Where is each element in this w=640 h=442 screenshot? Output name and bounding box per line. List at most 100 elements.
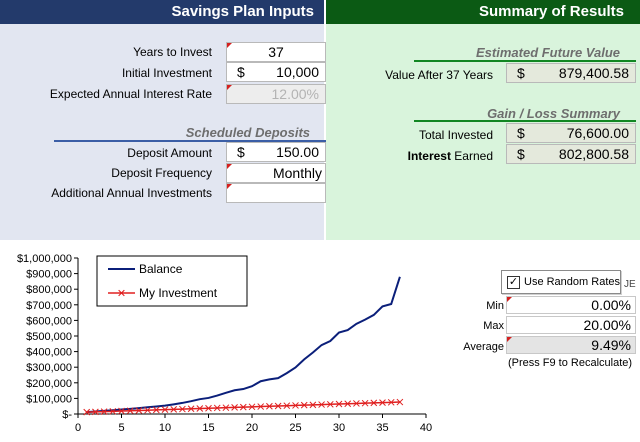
investment-point <box>205 404 212 412</box>
currency-symbol: $ <box>517 125 525 141</box>
investment-point <box>144 406 151 414</box>
total-invested-output: $ 76,600.00 <box>506 123 636 143</box>
comment-marker-icon <box>227 164 232 169</box>
recalculate-note: (Press F9 to Recalculate) <box>507 357 633 369</box>
investment-point <box>135 407 143 414</box>
random-rates-checkbox[interactable]: ✓ <box>507 276 520 289</box>
gain-loss-underline <box>414 120 636 122</box>
comment-marker-icon <box>507 337 512 342</box>
y-tick-label: $700,000 <box>26 300 72 312</box>
x-tick-label: 40 <box>420 422 432 434</box>
investment-point <box>187 405 195 413</box>
savings-chart: $- $100,000 $200,000 $300,000 $400,000 $500,0… <box>17 253 432 434</box>
investment-point <box>161 406 169 413</box>
deposit-amount-value: 150.00 <box>276 144 319 160</box>
investment-point <box>361 399 369 407</box>
x-tick-label: 35 <box>376 422 388 434</box>
y-tick-label: $300,000 <box>26 362 72 374</box>
investment-point <box>152 406 160 414</box>
y-tick-label: $600,000 <box>26 315 72 327</box>
average-rate-value: 9.49% <box>591 337 631 353</box>
investment-point <box>126 407 134 415</box>
y-tick-label: $800,000 <box>26 284 72 296</box>
average-rate-output: 9.49% <box>506 336 636 354</box>
y-tick-label: $500,000 <box>26 331 72 343</box>
random-rates-label: Use Random Rates <box>524 276 620 288</box>
investment-point <box>309 401 317 409</box>
legend-box <box>96 255 248 307</box>
balance-line <box>86 276 401 414</box>
investment-point <box>370 399 378 407</box>
interest-rate-input[interactable]: 12.00% <box>226 84 326 104</box>
y-tick-label: $1,000,000 <box>17 253 72 265</box>
total-invested-value: 76,600.00 <box>566 125 629 141</box>
inputs-header: Savings Plan Inputs <box>0 0 324 24</box>
investment-point <box>318 401 325 408</box>
investment-point <box>179 405 186 413</box>
interest-label-rest: Earned <box>450 149 493 163</box>
x-tick-label: 15 <box>202 422 214 434</box>
random-rates-toggle[interactable]: ✓ Use Random Rates <box>501 270 621 294</box>
currency-symbol: $ <box>517 65 525 81</box>
future-value-underline <box>414 60 636 62</box>
investment-point <box>83 408 91 416</box>
legend-investment-label: My Investment <box>139 286 218 300</box>
currency-symbol: $ <box>237 144 245 160</box>
chart-legend: Balance ✕ My Investment <box>96 255 248 307</box>
years-value: 37 <box>268 44 284 60</box>
interest-rate-value: 12.00% <box>271 86 319 102</box>
investment-point <box>213 404 221 412</box>
investment-point <box>292 402 299 409</box>
x-tick-label: 0 <box>75 422 81 434</box>
value-after-output: $ 879,400.58 <box>506 63 636 83</box>
initial-investment-input[interactable]: $ 10,000 <box>226 62 326 82</box>
min-rate-input[interactable]: 0.00% <box>506 296 636 314</box>
investment-point <box>248 403 256 411</box>
deposit-frequency-label: Deposit Frequency <box>111 166 212 180</box>
investment-point <box>396 398 404 406</box>
deposit-amount-input[interactable]: $ 150.00 <box>226 142 326 162</box>
investment-point <box>274 402 282 410</box>
y-tick-label: $200,000 <box>26 378 72 390</box>
additional-investments-label: Additional Annual Investments <box>51 186 212 200</box>
investment-point <box>100 408 108 415</box>
initial-investment-label: Initial Investment <box>121 66 212 80</box>
legend-balance-label: Balance <box>139 262 183 276</box>
x-tick-label: 30 <box>333 422 345 434</box>
investment-point <box>344 400 352 408</box>
deposit-frequency-select[interactable]: Monthly <box>226 163 326 183</box>
investment-point <box>109 407 117 415</box>
additional-investments-input[interactable] <box>226 183 326 203</box>
investment-point <box>170 405 178 413</box>
y-tick-label: $400,000 <box>26 347 72 359</box>
max-rate-input[interactable]: 20.00% <box>506 316 636 334</box>
future-value-title: Estimated Future Value <box>476 45 620 60</box>
results-header: Summary of Results <box>326 0 640 24</box>
x-tick-label: 20 <box>246 422 258 434</box>
total-invested-label: Total Invested <box>418 128 493 142</box>
deposit-amount-label: Deposit Amount <box>127 146 212 160</box>
max-label: Max <box>483 320 504 332</box>
investment-point <box>92 408 99 416</box>
y-tick-label: $- <box>62 409 72 421</box>
investment-point <box>266 402 273 410</box>
value-after-label: Value After 37 Years <box>385 68 493 82</box>
investment-point <box>222 404 230 412</box>
scheduled-deposits-underline <box>54 140 326 142</box>
legend-investment-marker-icon: ✕ <box>117 288 126 300</box>
interest-earned-output: $ 802,800.58 <box>506 144 636 164</box>
years-label: Years to Invest <box>133 45 212 59</box>
investment-point <box>196 405 204 412</box>
interest-earned-label: Interest Earned <box>330 148 493 164</box>
scheduled-deposits-title: Scheduled Deposits <box>185 125 310 140</box>
comment-marker-icon <box>227 85 232 90</box>
comment-marker-icon <box>227 43 232 48</box>
min-label: Min <box>486 300 504 312</box>
x-tick-label: 10 <box>159 422 171 434</box>
comment-marker-icon <box>227 184 232 189</box>
comment-marker-icon <box>507 297 512 302</box>
interest-earned-value: 802,800.58 <box>558 146 629 162</box>
average-label: Average <box>463 341 504 353</box>
gain-loss-title: Gain / Loss Summary <box>487 106 620 121</box>
years-input[interactable]: 37 <box>226 42 326 62</box>
